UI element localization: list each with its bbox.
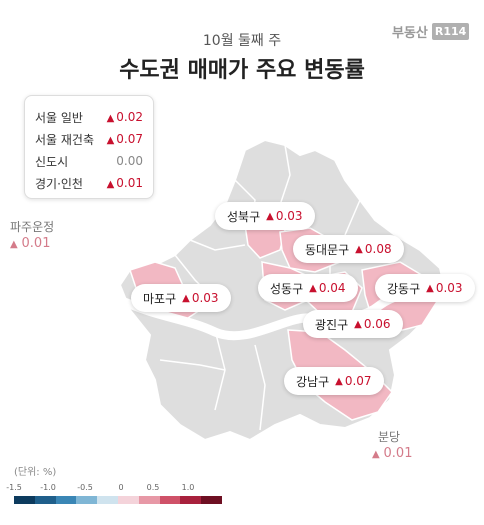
up-triangle-icon: ▲ — [106, 179, 115, 190]
up-triangle-icon: ▲ — [355, 243, 363, 255]
summary-label: 서울 재건축 — [35, 132, 95, 147]
up-triangle-icon: ▲ — [354, 318, 362, 330]
label-mapo: 마포구 ▲ 0.03 — [131, 284, 231, 312]
summary-value: ▲ 0.01 — [106, 176, 143, 190]
up-triangle-icon: ▲ — [182, 292, 190, 304]
logo: 부동산 R114 — [392, 22, 470, 41]
scale-tick: -1.5 — [6, 483, 22, 492]
scale-swatch — [180, 496, 202, 504]
logo-badge: R114 — [431, 23, 470, 40]
up-triangle-icon: ▲ — [426, 282, 434, 294]
summary-value: ▲ 0.02 — [106, 110, 143, 124]
summary-row: 경기·인천 ▲ 0.01 — [35, 172, 143, 194]
scale-swatch — [55, 496, 77, 504]
label-dongdaemun: 동대문구 ▲ 0.08 — [293, 235, 404, 263]
scale-swatch — [201, 496, 222, 504]
up-triangle-icon: ▲ — [335, 375, 343, 387]
summary-value: 0.00 — [116, 154, 143, 168]
label-paju-unjeong: 파주운정 ▲ 0.01 — [10, 220, 55, 251]
page-title: 수도권 매매가 주요 변동률 — [119, 58, 365, 83]
up-triangle-icon: ▲ — [106, 135, 115, 146]
scale-swatch — [76, 496, 98, 504]
label-seongbuk: 성북구 ▲ 0.03 — [215, 202, 315, 230]
scale-swatch — [14, 496, 35, 504]
scale-swatch — [117, 496, 139, 504]
subtitle: 10월 둘째 주 — [202, 33, 282, 49]
label-bundang: 분당 ▲ 0.01 — [372, 430, 413, 461]
scale-swatch — [97, 496, 118, 504]
summary-label: 신도시 — [35, 154, 69, 169]
up-triangle-icon: ▲ — [266, 210, 274, 222]
scale-swatch — [138, 496, 160, 504]
scale-unit: (단위: %) — [14, 467, 57, 478]
scale-tick: -1.0 — [40, 483, 56, 492]
summary-label: 경기·인천 — [35, 176, 83, 191]
color-scale-bar — [14, 496, 222, 504]
label-gwangjin: 광진구 ▲ 0.06 — [303, 310, 403, 338]
summary-row: 서울 재건축 ▲ 0.07 — [35, 128, 143, 150]
scale-tick: 1.0 — [181, 483, 195, 492]
summary-row: 서울 일반 ▲ 0.02 — [35, 106, 143, 128]
label-gangdong: 강동구 ▲ 0.03 — [375, 274, 475, 302]
summary-value: ▲ 0.07 — [106, 132, 143, 146]
scale-swatch — [159, 496, 181, 504]
up-triangle-icon: ▲ — [309, 282, 317, 294]
label-gangnam: 강남구 ▲ 0.07 — [284, 367, 384, 395]
label-seongdong: 성동구 ▲ 0.04 — [258, 274, 358, 302]
scale-tick: 0.5 — [146, 483, 160, 492]
summary-row: 신도시 0.00 — [35, 150, 143, 172]
scale-tick: -0.5 — [77, 483, 93, 492]
logo-text: 부동산 — [392, 26, 428, 41]
summary-label: 서울 일반 — [35, 110, 83, 125]
scale-tick: 0 — [118, 483, 124, 492]
summary-legend: 서울 일반 ▲ 0.02 서울 재건축 ▲ 0.07 신도시 0.00 경기·인천 ▲ 0.01 — [24, 95, 154, 199]
scale-swatch — [34, 496, 56, 504]
up-triangle-icon: ▲ — [106, 113, 115, 124]
